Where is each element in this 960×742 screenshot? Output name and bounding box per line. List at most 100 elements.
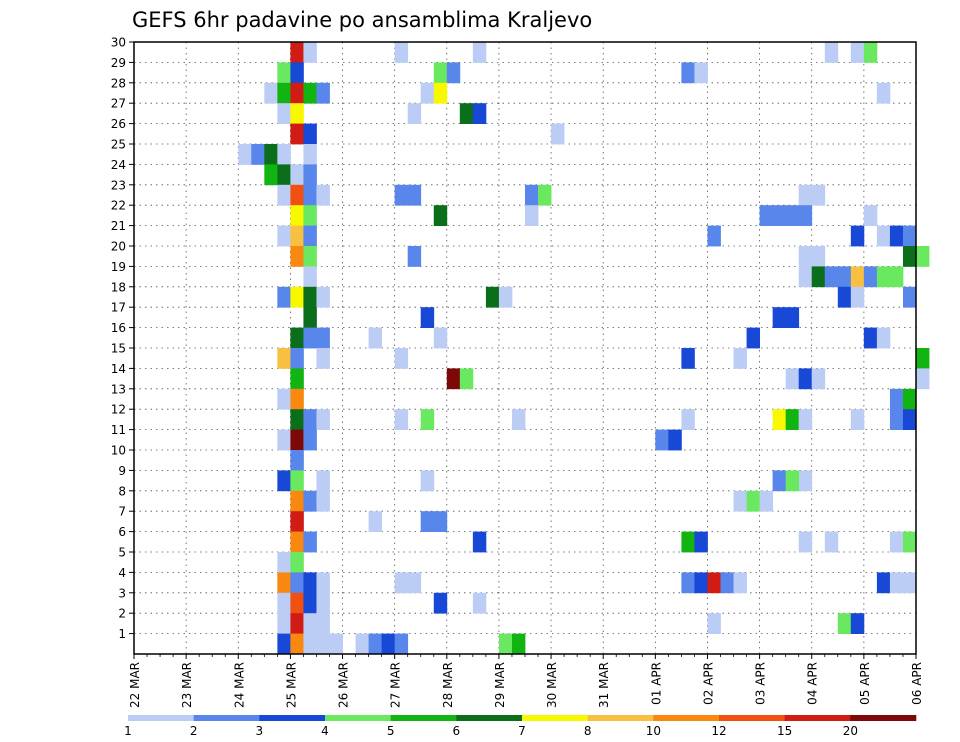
legend-label: 3 <box>256 724 264 738</box>
legend-label: 6 <box>453 724 461 738</box>
precip-cell <box>303 572 317 594</box>
precip-cell <box>303 82 317 104</box>
legend-swatch <box>193 715 260 721</box>
y-tick-label: 14 <box>111 362 126 376</box>
precip-cell <box>290 123 304 145</box>
precip-cell <box>290 592 304 614</box>
precip-cell <box>681 348 695 369</box>
x-tick-label: 05 APR <box>858 662 872 705</box>
precip-cell <box>277 82 291 104</box>
precip-cell <box>303 307 317 328</box>
precip-cell <box>889 531 904 553</box>
precip-cell <box>277 144 291 165</box>
y-tick-label: 21 <box>111 219 126 233</box>
x-tick-label: 22 MAR <box>128 662 142 708</box>
precip-cell <box>837 266 852 288</box>
x-tick-label: 31 MAR <box>597 662 611 708</box>
precip-cell <box>290 42 304 63</box>
precip-cell <box>290 286 304 308</box>
y-tick-label: 13 <box>111 382 126 396</box>
y-tick-label: 27 <box>111 97 126 111</box>
precip-cell <box>707 225 721 247</box>
precip-cell <box>316 490 330 512</box>
y-tick-label: 5 <box>118 546 126 560</box>
legend-label: 5 <box>387 724 395 738</box>
precip-cell <box>290 225 304 247</box>
y-axis: 1234567891011121314151617181920212223242… <box>111 36 134 641</box>
y-tick-label: 2 <box>118 607 126 621</box>
precip-cell <box>407 184 422 206</box>
y-tick-label: 7 <box>118 505 126 519</box>
y-tick-label: 11 <box>111 423 126 437</box>
precip-cell <box>277 633 291 655</box>
precip-cell <box>290 409 304 430</box>
precip-cell <box>303 123 317 145</box>
precip-cell <box>277 572 291 594</box>
precip-cell <box>798 205 813 226</box>
precip-cell <box>394 633 409 655</box>
precip-cell <box>420 409 435 430</box>
precip-cell <box>290 246 304 267</box>
legend-label: 20 <box>843 724 858 738</box>
precip-cell <box>472 592 487 614</box>
precip-cell <box>290 184 304 206</box>
precip-cell <box>303 42 317 63</box>
x-tick-label: 27 MAR <box>389 662 403 708</box>
precip-cell <box>277 552 291 573</box>
legend-swatch <box>587 715 654 721</box>
chart-title: GEFS 6hr padavine po ansamblima Kraljevo <box>132 8 592 32</box>
precip-cell <box>329 633 343 655</box>
legend-label: 15 <box>777 724 792 738</box>
precip-cell <box>902 246 917 267</box>
precip-cell <box>916 348 930 369</box>
precip-cell <box>694 531 708 553</box>
legend-label: 7 <box>518 724 526 738</box>
precip-cell <box>694 572 708 594</box>
precip-cell <box>837 286 852 308</box>
y-tick-label: 6 <box>118 525 126 539</box>
precip-cell <box>850 286 865 308</box>
precip-cell <box>889 266 904 288</box>
legend-label: 4 <box>321 724 329 738</box>
precip-cell <box>303 490 317 512</box>
precip-cell <box>902 225 917 247</box>
y-tick-label: 22 <box>111 199 126 213</box>
precip-cell <box>811 246 826 267</box>
precip-cell <box>798 409 813 430</box>
precip-cell <box>394 572 409 594</box>
precip-cell <box>551 123 565 145</box>
precip-cell <box>850 613 865 634</box>
y-tick-label: 20 <box>111 240 126 254</box>
precip-cell <box>316 592 330 614</box>
precip-cell <box>863 205 878 226</box>
precip-cell <box>811 266 826 288</box>
precip-cell <box>290 348 304 369</box>
precip-cell <box>472 42 487 63</box>
precip-cell <box>720 572 734 594</box>
x-tick-label: 02 APR <box>701 662 715 705</box>
legend-swatch <box>719 715 785 721</box>
precip-cell <box>316 633 330 655</box>
precip-cell <box>837 613 852 634</box>
precip-cell <box>277 348 291 369</box>
precip-cell <box>407 103 422 124</box>
y-tick-label: 18 <box>111 280 126 294</box>
precip-cell <box>290 531 304 553</box>
precip-cell <box>798 266 813 288</box>
precip-cell <box>277 62 291 84</box>
precip-cell <box>876 327 891 349</box>
precip-cell <box>759 205 774 226</box>
precip-cell <box>303 592 317 614</box>
precip-cell <box>889 225 904 247</box>
precip-cell <box>902 388 917 410</box>
precip-cell <box>824 266 839 288</box>
precip-cell <box>850 266 865 288</box>
precip-cell <box>277 388 291 410</box>
x-tick-label: 04 APR <box>806 662 820 705</box>
precip-cell <box>394 409 409 430</box>
precip-cell <box>368 511 383 532</box>
precip-cell <box>811 368 826 390</box>
precip-cell <box>459 368 474 390</box>
precip-cell <box>746 490 760 512</box>
precip-cell <box>785 470 800 492</box>
